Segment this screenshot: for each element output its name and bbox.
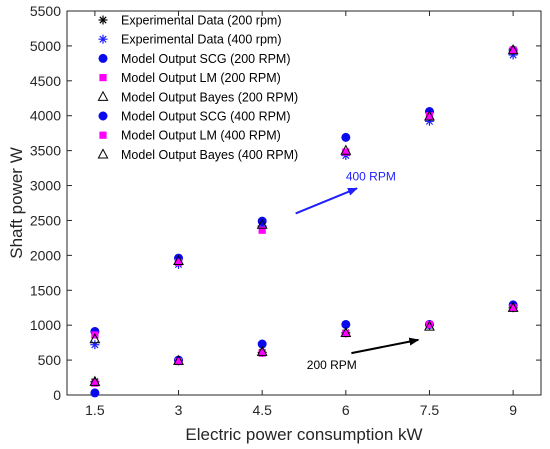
legend-marker-square [99,131,107,139]
y-tick-label: 1000 [30,317,61,333]
data-point-triangle [256,345,268,356]
annotation-arrow [351,337,420,355]
data-point-circle [341,132,351,142]
x-tick-label: 6 [342,402,350,418]
legend-entry-label: Model Output LM (400 RPM) [121,129,281,143]
annotation-label: 200 RPM [307,358,357,372]
legend-entry-label: Model Output SCG (400 RPM) [121,110,291,124]
data-point-square [425,320,434,329]
data-point-triangle [424,320,435,331]
data-point-square [258,349,266,357]
y-tick-label: 2000 [30,247,61,263]
y-tick-label: 4500 [30,73,61,89]
legend-marker-square [99,74,107,82]
data-point-triangle [173,254,184,266]
axes: 1.5 3 4.5 6 7.5 9 0 500 1000 1500 2000 2500 3000 3500… [30,3,542,418]
y-axis-title: Shaft power W [7,147,26,259]
legend-marker-triangle [97,148,109,159]
x-axis-title: Electric power consumption kW [185,425,422,444]
x-tick-label: 1.5 [85,402,105,418]
annotation-arrow [295,187,358,215]
y-tick-label: 3500 [30,143,61,159]
legend-marker-star [98,34,108,44]
x-tick-label: 7.5 [420,402,440,418]
legend-entry-label: Model Output LM (200 RPM) [121,71,281,85]
data-marks [89,44,519,398]
annotations: 400 RPM 200 RPM [295,170,420,372]
data-point-triangle [256,218,268,229]
data-point-triangle [340,326,352,337]
legend-entry-label: Experimental Data (400 rpm) [121,33,281,47]
y-tick-label: 1500 [30,282,61,298]
legend: Experimental Data (200 rpm) Experimental … [97,14,298,162]
data-point-square [258,226,266,234]
data-point-triangle [507,301,519,312]
y-tick-label: 3000 [30,178,61,194]
legend-marker-star [98,15,108,25]
y-tick-label: 4000 [30,108,61,124]
legend-entry-label: Model Output SCG (200 RPM) [121,52,291,66]
data-point-square [342,148,350,156]
annotation-label: 400 RPM [346,170,396,184]
legend-entry-label: Experimental Data (200 rpm) [121,14,281,28]
plot-frame [66,10,542,396]
legend-entry-label: Model Output Bayes (200 RPM) [121,90,298,104]
data-point-triangle [89,375,101,386]
x-tick-label: 9 [509,402,517,418]
plot-area [67,11,541,395]
legend-marker-triangle [97,90,109,101]
data-point-square [342,329,350,338]
data-point-circle [90,388,100,398]
y-tick-label: 5500 [30,3,61,19]
y-tick-label: 0 [53,387,61,403]
data-point-square [425,112,434,120]
data-point-square [509,46,517,54]
data-point-triangle [507,44,519,55]
legend-marker-circle [98,53,108,63]
data-point-circle [257,339,267,349]
data-point-square [91,379,99,387]
y-tick-label: 2500 [30,212,61,228]
legend-marker-circle [98,111,108,121]
data-point-triangle [89,333,101,344]
data-point-star [90,340,100,350]
y-tick-label: 500 [38,352,62,368]
data-point-square [174,357,183,366]
data-point-triangle [424,110,435,121]
data-point-square [509,304,517,312]
legend-entry-label: Model Output Bayes (400 RPM) [121,148,298,162]
y-tick-label: 5000 [30,38,61,54]
data-point-triangle [173,354,184,365]
x-tick-label: 4.5 [252,402,272,418]
data-point-triangle [340,144,352,155]
data-point-square [174,258,183,266]
x-tick-label: 3 [175,402,183,418]
